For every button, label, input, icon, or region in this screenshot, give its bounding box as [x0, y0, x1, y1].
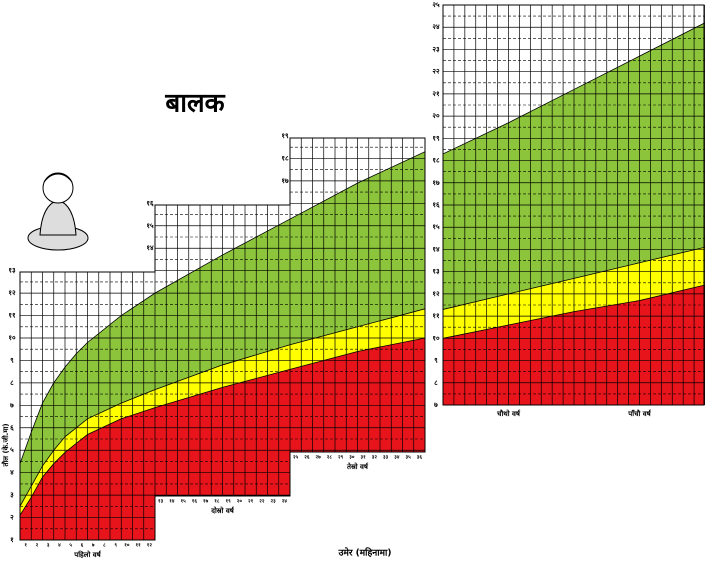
y-tick-label: ८: [10, 379, 14, 387]
y-tick-label: ६: [10, 424, 14, 432]
x-tick-label: ४: [58, 543, 61, 549]
y-tick-label: ९: [434, 357, 438, 365]
period-label: चौथो वर्ष: [496, 409, 521, 418]
y-tick-label: १८: [281, 154, 289, 162]
x-tick-label: ३६: [417, 455, 423, 461]
x-tick-label: २: [36, 543, 39, 549]
y-tick-label: १८: [432, 157, 440, 165]
y-tick-label: १७: [432, 179, 440, 187]
curve-line: [20, 151, 425, 464]
plot-border: [19, 137, 426, 541]
y-tick-label: ७: [10, 401, 14, 409]
curve-line: [443, 284, 705, 339]
y-tick-label: ९: [10, 356, 14, 364]
x-tick-label: २८: [327, 455, 333, 461]
x-tick-label: १६: [192, 499, 198, 505]
y-tick-label: ७: [434, 401, 438, 409]
x-tick-label: २७: [316, 455, 322, 461]
x-tick-label: ३१: [361, 455, 367, 461]
x-tick-label: २६: [304, 455, 310, 461]
x-tick-label: २३: [271, 499, 277, 505]
y-tick-label: १६: [432, 201, 440, 209]
x-tick-label: ८: [103, 543, 106, 549]
period-label: पाँचौ वर्ष: [627, 409, 651, 418]
y-tick-label: १९: [281, 132, 289, 140]
x-tick-label: ३३: [383, 455, 389, 461]
y-tick-label: १४: [146, 244, 154, 252]
x-tick-label: २१: [248, 499, 254, 505]
y-tick-label: २१: [432, 90, 440, 98]
y-tick-label: १०: [8, 334, 16, 342]
y-tick-label: १५: [146, 222, 154, 230]
y-tick-label: १०: [432, 334, 440, 342]
curve-line: [443, 22, 705, 155]
y-tick-label: १७: [281, 177, 289, 185]
x-tick-label: १५: [181, 499, 187, 505]
x-tick-label: ३५: [406, 455, 412, 461]
y-tick-label: १५: [432, 223, 440, 231]
curve-line: [20, 337, 425, 516]
y-tick-label: १३: [8, 267, 16, 275]
y-tick-label: ११: [8, 312, 16, 320]
period-label: पहिलो वर्ष: [73, 550, 101, 559]
x-tick-label: १०: [124, 543, 130, 549]
x-tick-label: १४: [169, 499, 175, 505]
x-tick-label: १३: [158, 499, 164, 505]
y-tick-label: २५: [432, 1, 440, 9]
x-tick-label: १७: [203, 499, 209, 505]
y-tick-label: ८: [434, 379, 438, 387]
period-label: दोस्रो वर्ष: [210, 506, 235, 515]
curve-line: [443, 246, 705, 310]
x-tick-label: ३४: [394, 455, 400, 461]
x-tick-label: ६: [81, 543, 84, 549]
x-tick-label: २०: [237, 499, 243, 505]
plot-area: [443, 5, 705, 405]
y-tick-label: १९: [432, 134, 440, 142]
y-tick-label: १२: [432, 290, 440, 298]
x-tick-label: १: [24, 543, 27, 549]
baby-illustration: [27, 172, 89, 251]
y-tick-label: १२: [8, 289, 16, 297]
x-tick-label: ५: [69, 543, 72, 549]
y-tick-label: १४: [432, 245, 440, 253]
x-tick-label: २२: [259, 499, 265, 505]
x-tick-label: १८: [214, 499, 220, 505]
x-tick-label: ११: [136, 543, 142, 549]
x-tick-label: ७: [92, 543, 95, 549]
y-tick-label: २३: [432, 45, 440, 53]
y-tick-label: २०: [432, 112, 440, 120]
plot-border: [442, 4, 705, 406]
x-tick-label: २५: [293, 455, 299, 461]
y-tick-label: २४: [432, 23, 440, 31]
x-tick-label: २९: [338, 455, 344, 461]
y-tick-label: ५: [10, 446, 14, 454]
y-tick-label: १: [10, 536, 14, 544]
y-tick-label: ११: [432, 312, 440, 320]
x-tick-label: ९: [114, 543, 117, 549]
x-tick-label: ३: [47, 543, 50, 549]
y-tick-label: १३: [432, 268, 440, 276]
period-label: तेस्रो वर्ष: [346, 462, 369, 471]
y-tick-label: २२: [432, 68, 440, 76]
x-axis-label: उमेर (महिनामा): [338, 547, 392, 559]
chart-title: बालक: [164, 89, 225, 119]
y-axis-label: तौल (के.जी.मा): [1, 423, 10, 467]
y-tick-label: ३: [10, 491, 14, 499]
plot-area: [20, 138, 425, 540]
x-tick-label: १२: [147, 543, 153, 549]
x-tick-label: २४: [282, 499, 288, 505]
x-tick-label: ३२: [372, 455, 378, 461]
y-tick-label: २: [10, 514, 14, 522]
y-tick-label: ४: [10, 469, 14, 477]
curve-line: [20, 308, 425, 507]
y-tick-label: १६: [146, 199, 154, 207]
x-tick-label: ३०: [349, 455, 355, 461]
x-tick-label: १९: [226, 499, 232, 505]
